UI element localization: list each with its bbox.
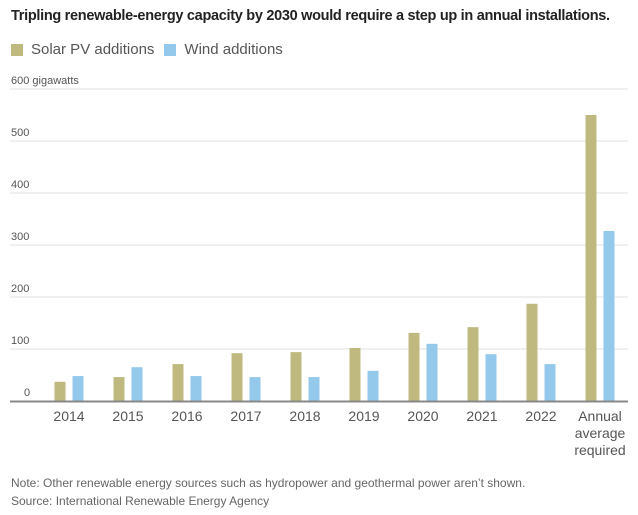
- bar-wind-2020: [426, 343, 438, 401]
- x-tick-label-2017: 2017: [230, 408, 261, 424]
- bar-solar-2017: [231, 353, 243, 401]
- y-tick-label-0: 0: [24, 387, 30, 399]
- x-tick-label-2015: 2015: [112, 408, 143, 424]
- x-tick-label-2014: 2014: [53, 408, 84, 424]
- x-tick-label-line: 2016: [171, 408, 202, 424]
- chart-title: Tripling renewable-energy capacity by 20…: [11, 8, 610, 24]
- legend-item-wind: Wind additions: [164, 41, 283, 58]
- x-tick-label-line: required: [574, 442, 625, 458]
- x-tick-label-2019: 2019: [348, 408, 379, 424]
- y-tick-label-200: 200: [11, 283, 29, 295]
- bar-wind-2022: [544, 364, 556, 401]
- x-tick-label-line: 2021: [466, 408, 497, 424]
- x-tick-label-line: 2017: [230, 408, 261, 424]
- x-tick-label-2021: 2021: [466, 408, 497, 424]
- y-tick-label-300: 300: [11, 231, 29, 243]
- bar-wind-2015: [131, 367, 143, 401]
- note-text: Note: Other renewable energy sources suc…: [11, 476, 526, 490]
- x-tick-label-line: Annual: [578, 408, 622, 424]
- legend-label-solar: Solar PV additions: [31, 41, 155, 58]
- legend-item-solar: Solar PV additions: [11, 41, 154, 58]
- bar-solar-2014: [54, 381, 66, 401]
- footnote: Note: Other renewable energy sources suc…: [11, 474, 525, 510]
- bar-solar-2015: [113, 377, 125, 401]
- x-tick-label-2020: 2020: [407, 408, 438, 424]
- x-tick-label-2022: 2022: [525, 408, 556, 424]
- bar-solar-annual-average-required: [585, 115, 597, 401]
- bar-wind-2014: [72, 376, 84, 401]
- bar-solar-2019: [349, 347, 361, 401]
- y-tick-label-600: 600 gigawatts: [11, 75, 79, 87]
- bar-wind-2017: [249, 377, 261, 401]
- bar-solar-2016: [172, 364, 184, 401]
- x-tick-label-annual-average-required: Annual average required: [574, 408, 625, 458]
- bar-wind-2019: [367, 370, 379, 401]
- bar-wind-annual-average-required: [603, 230, 615, 401]
- x-tick-label-line: 2018: [289, 408, 320, 424]
- x-tick-label-line: 2015: [112, 408, 143, 424]
- bar-solar-2020: [408, 332, 420, 401]
- y-tick-label-500: 500: [11, 127, 29, 139]
- x-tick-label-line: 2019: [348, 408, 379, 424]
- bar-wind-2021: [485, 354, 497, 401]
- x-tick-label-2016: 2016: [171, 408, 202, 424]
- legend-swatch-solar: [11, 43, 23, 56]
- x-tick-label-2018: 2018: [289, 408, 320, 424]
- legend-label-wind: Wind additions: [184, 41, 283, 58]
- bar-solar-2021: [467, 327, 479, 401]
- y-tick-label-400: 400: [11, 179, 29, 191]
- source-text: Source: International Renewable Energy A…: [11, 494, 270, 508]
- bar-solar-2022: [526, 303, 538, 401]
- bar-wind-2018: [308, 377, 320, 401]
- x-tick-label-line: 2022: [525, 408, 556, 424]
- bar-chart: 0 100 200 300 400 500 600 gigawatts 2014 2015 201…: [10, 75, 628, 458]
- x-tick-label-line: 2014: [53, 408, 84, 424]
- bar-solar-2018: [290, 352, 302, 401]
- bar-wind-2016: [190, 376, 202, 401]
- x-tick-label-line: average: [575, 425, 626, 441]
- y-tick-label-100: 100: [11, 335, 29, 347]
- legend: Solar PV additions Wind additions: [11, 41, 293, 58]
- legend-swatch-wind: [164, 43, 177, 56]
- x-tick-label-line: 2020: [407, 408, 438, 424]
